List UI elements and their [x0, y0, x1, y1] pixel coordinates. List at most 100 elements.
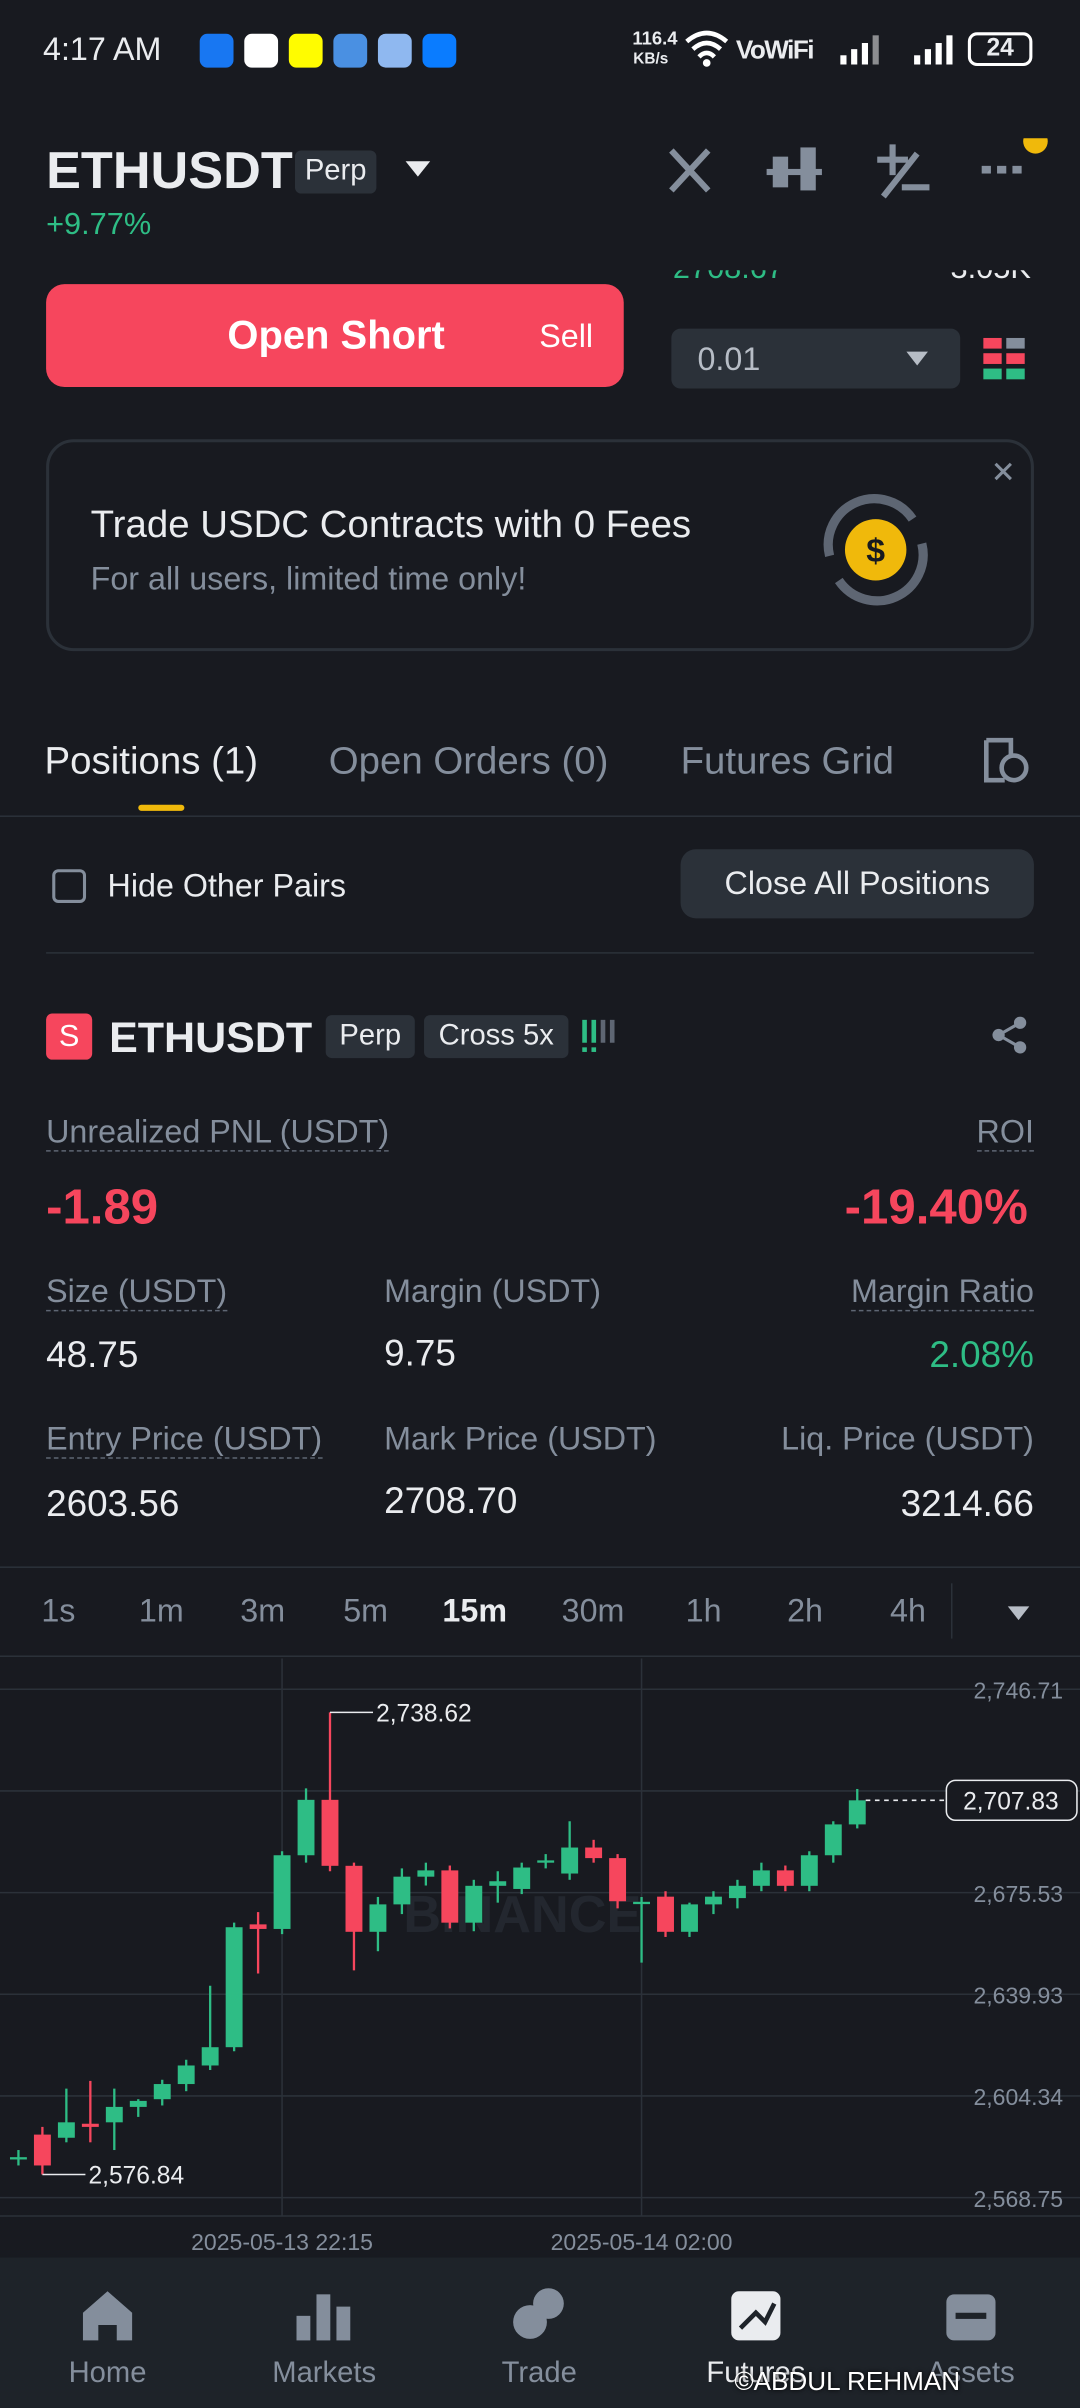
interval[interactable]: 4h	[890, 1593, 926, 1630]
button-side: Sell	[539, 319, 594, 355]
interval[interactable]: 5m	[343, 1593, 389, 1630]
tab[interactable]: Futures Grid	[680, 739, 895, 783]
candle-body	[321, 1799, 339, 1866]
svg-text:$: $	[866, 532, 885, 570]
checkbox-label: Hide Other Pairs	[107, 869, 347, 905]
field-value: 3214.66	[900, 1483, 1034, 1526]
status-time: 4:17 AM	[43, 32, 162, 68]
nav-icons	[82, 2288, 996, 2341]
open-short-button[interactable]: Open Short Sell	[46, 284, 624, 387]
high-label: 2,738.62	[376, 1701, 472, 1728]
divider	[46, 952, 1034, 954]
nav-item[interactable]: Futures	[706, 2357, 806, 2390]
x-tick-label: 2025-05-14 02:00	[551, 2229, 733, 2255]
promo-banner[interactable]: Trade USDC Contracts with 0 Fees For all…	[46, 439, 1034, 652]
candlestick-chart: BINANCE 2,746.712,711.122,675.532,639.93…	[0, 1658, 1080, 2255]
promo-title: Trade USDC Contracts with 0 Fees	[90, 503, 692, 547]
watermark: ©ABDUL REHMAN	[734, 2366, 961, 2397]
price-change: +9.77%	[46, 208, 152, 242]
interval[interactable]: 1m	[138, 1593, 184, 1630]
tab[interactable]: Open Orders (0)	[328, 739, 609, 783]
symbol-dropdown[interactable]	[403, 158, 434, 179]
wifi-icon	[685, 30, 729, 67]
divider	[0, 1566, 1080, 1568]
close-all-button[interactable]: Close All Positions	[680, 849, 1034, 919]
field-label: Liq. Price (USDT)	[781, 1421, 1034, 1458]
qty-peek: 3.05K	[951, 270, 1031, 287]
interval-bar: 1s 1m 3m 5m 15m 30m 1h 2h 4h	[0, 1568, 1080, 1656]
candle-body	[537, 1860, 555, 1863]
app-icons	[199, 33, 457, 68]
header-icons[interactable]	[653, 138, 1068, 206]
candle-body	[752, 1870, 770, 1886]
candle-body	[201, 2047, 219, 2066]
candle-body	[177, 2065, 195, 2085]
candle-body	[800, 1855, 818, 1886]
share-icon[interactable]	[991, 1016, 1028, 1054]
interval[interactable]: 2h	[787, 1593, 823, 1630]
close-icon[interactable]	[992, 461, 1014, 482]
contract-badge: Perp	[294, 150, 377, 194]
y-tick-label: 2,604.34	[973, 2084, 1063, 2110]
candle-body	[561, 1847, 579, 1874]
candle-body	[129, 2100, 147, 2107]
history-icon[interactable]	[983, 737, 1029, 783]
nav-item[interactable]: Assets	[927, 2357, 1015, 2390]
x-tick-label: 2025-05-13 22:15	[191, 2229, 373, 2255]
candle-body	[33, 2134, 51, 2166]
candle-body	[848, 1800, 866, 1825]
orderbook-icon[interactable]	[983, 337, 1026, 381]
checkbox[interactable]	[52, 869, 87, 903]
candle-body	[609, 1858, 627, 1902]
candle-body	[273, 1855, 291, 1929]
amount-select[interactable]: 0.01	[671, 328, 961, 389]
interval-dropdown[interactable]	[1006, 1605, 1031, 1622]
field-label: Entry Price (USDT)	[46, 1421, 323, 1459]
candle-body	[57, 2122, 75, 2138]
roi-label: ROI	[976, 1114, 1034, 1152]
candle-body	[153, 2084, 171, 2100]
candle-body	[705, 1896, 722, 1905]
field-label: Margin (USDT)	[384, 1274, 601, 1310]
interval[interactable]: 3m	[240, 1593, 286, 1630]
candle-body	[441, 1870, 459, 1923]
candle-body	[225, 1927, 243, 2048]
field-label: Size (USDT)	[46, 1274, 228, 1312]
pnl-label: Unrealized PNL (USDT)	[46, 1114, 390, 1152]
candle-body	[297, 1799, 315, 1856]
tag: Perp	[325, 1015, 415, 1059]
field-value: 2603.56	[46, 1483, 180, 1526]
nav-item[interactable]: Home	[68, 2357, 147, 2390]
field-value: 2708.70	[384, 1480, 518, 1523]
nav-item[interactable]: Markets	[272, 2357, 377, 2390]
candle-body	[393, 1876, 411, 1905]
candle-body	[585, 1847, 603, 1859]
separator	[950, 1583, 953, 1639]
interval[interactable]: 30m	[561, 1593, 625, 1630]
field-value: 48.75	[46, 1334, 139, 1377]
net-speed: 116.4	[632, 27, 678, 50]
candle-body	[728, 1885, 746, 1899]
interval[interactable]: 1s	[41, 1593, 76, 1630]
tab[interactable]: Positions (1)	[44, 739, 259, 783]
divider	[0, 815, 1080, 817]
symbol: ETHUSDT	[46, 141, 293, 201]
last-price-label: 2,707.83	[963, 1789, 1059, 1816]
promo-subtitle: For all users, limited time only!	[90, 561, 527, 598]
interval[interactable]: 1h	[685, 1593, 722, 1630]
tab-indicator	[138, 804, 185, 811]
candle-body	[489, 1881, 507, 1886]
network-label: VoWiFi	[735, 35, 815, 65]
tag: Cross 5x	[424, 1015, 569, 1059]
y-tick-label: 2,746.71	[973, 1677, 1063, 1703]
nav-item[interactable]: Trade	[501, 2357, 577, 2390]
field-label: Margin Ratio	[851, 1274, 1034, 1312]
interval[interactable]: 15m	[442, 1593, 508, 1630]
price-peek: 2708.67	[673, 270, 784, 287]
candle-body	[345, 1865, 363, 1932]
candle-body	[9, 2157, 27, 2160]
caret	[906, 351, 928, 366]
battery: 24	[967, 32, 1033, 67]
signal-icons	[840, 35, 953, 65]
